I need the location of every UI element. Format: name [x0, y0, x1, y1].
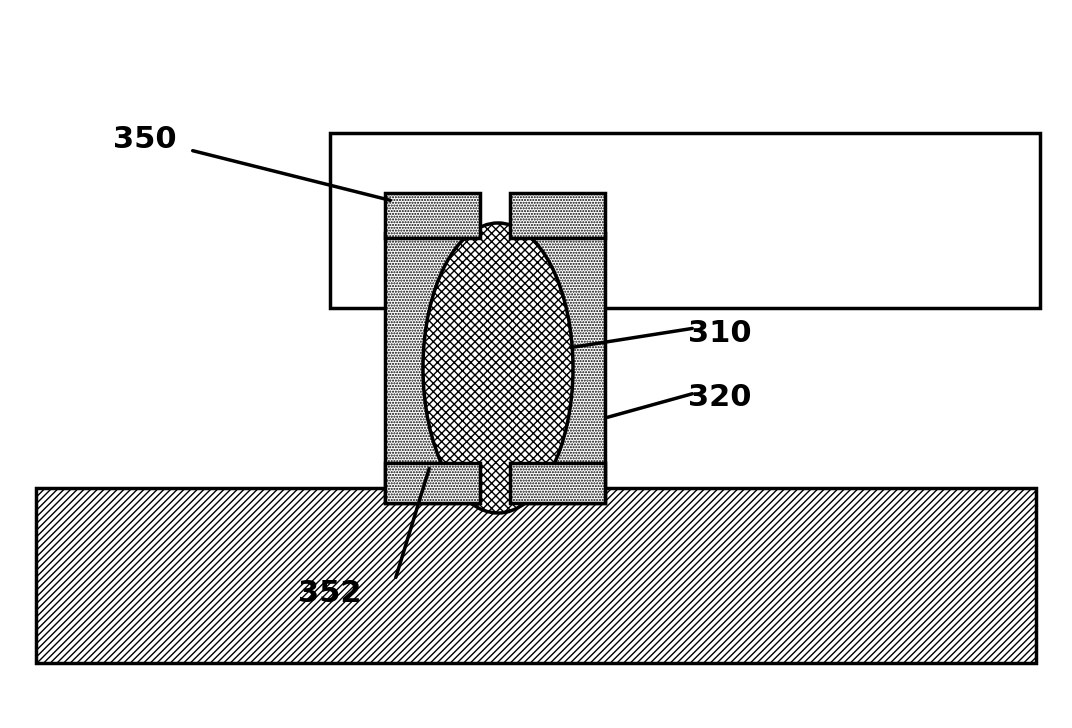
Bar [330, 133, 1040, 308]
Bar [510, 463, 605, 503]
Bar [510, 193, 605, 238]
Text: 352: 352 [298, 579, 361, 607]
Bar [36, 488, 1036, 663]
Text: 320: 320 [688, 384, 751, 413]
Text: 310: 310 [688, 319, 751, 347]
Bar [510, 233, 605, 503]
Text: 350: 350 [114, 125, 177, 154]
Ellipse shape [423, 223, 574, 513]
Bar [385, 463, 480, 503]
Bar [385, 233, 480, 503]
Bar [385, 193, 480, 238]
